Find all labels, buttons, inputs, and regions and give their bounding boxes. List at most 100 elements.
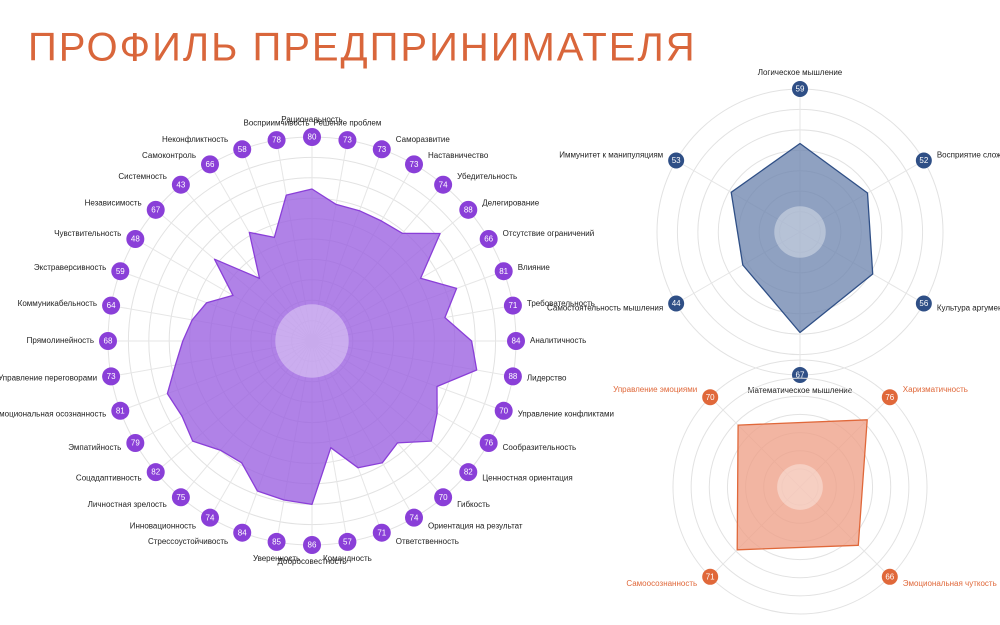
axis-label: Коммуникабельность [18,299,97,308]
value-label: 82 [464,468,473,477]
value-label: 74 [439,180,448,189]
value-badge [338,131,357,150]
axis-label: Ответственность [396,537,459,546]
axis-label: Командность [323,554,372,563]
value-badge [171,175,190,194]
value-badge [111,262,130,281]
page-title: ПРОФИЛЬ ПРЕДПРИНИМАТЕЛЯ [28,26,697,70]
value-label: 74 [206,513,215,522]
axis-label: Логическое мышление [758,68,843,77]
axis-label: Инновационность [130,521,196,530]
radar-area [730,142,874,334]
value-label: 80 [308,133,317,142]
value-label: 86 [308,541,317,550]
value-label: 88 [464,205,473,214]
value-badge [372,523,391,542]
value-badge [405,508,423,527]
value-badge [459,463,478,482]
axis-label: Сообразительность [503,443,577,452]
value-label: 68 [104,337,113,346]
axis-label: Математическое мышление [748,386,853,395]
axis-label: Делегирование [482,199,540,208]
axis-label: Самостоятельность мышления [547,304,663,313]
value-badge [201,155,219,174]
value-label: 44 [672,299,681,308]
axis-label: Наставничество [428,151,489,160]
value-badge [405,155,423,174]
axis-label: Рациональность [281,115,342,124]
axis-label: Уверенность [253,554,300,563]
value-badge [372,140,391,159]
value-label: 81 [116,406,125,415]
value-badge [146,200,165,219]
value-label: 70 [439,493,448,502]
value-label: 52 [919,156,928,165]
axis-label: Требовательность [527,299,595,308]
value-label: 73 [410,160,419,169]
value-label: 56 [919,299,928,308]
axis-label: Самоконтроль [142,151,196,160]
value-label: 66 [484,235,493,244]
value-badge [126,434,145,452]
value-badge [171,488,190,507]
radar-area [736,419,868,551]
value-badge [479,230,498,248]
value-label: 59 [116,267,125,276]
value-badge [479,434,498,452]
value-label: 78 [272,136,281,145]
value-label: 76 [484,439,493,448]
value-badge [233,140,252,159]
value-label: 71 [706,572,715,581]
axis-label: Ценностная ориентация [482,474,572,483]
value-badge [915,152,932,169]
axis-label: Стрессоустойчивость [148,537,228,546]
center-icon [275,304,349,378]
value-label: 57 [343,538,352,547]
value-label: 71 [377,528,386,537]
value-badge [102,296,121,315]
axis-label: Иммунитет к манипуляциям [559,151,663,160]
axis-label: Культура аргументации [937,304,1000,313]
value-badge [146,463,165,482]
axis-label: Прямолинейность [27,336,94,345]
value-label: 76 [885,393,894,402]
axis-label: Харизматичность [903,385,968,394]
axis-label: Восприятие сложной информации [937,151,1000,160]
center-icon [777,464,823,510]
axis-label: Решение проблем [313,118,381,127]
value-badge [881,568,898,585]
value-badge [99,332,117,350]
center-icon [774,206,826,258]
axis-label: Управление конфликтами [518,409,614,418]
axis-label: Неконфликтность [162,135,228,144]
value-badge [267,131,286,150]
value-badge [233,523,252,542]
axis-label: Управление переговорами [0,373,97,382]
value-badge [267,532,286,551]
value-label: 67 [151,205,160,214]
axis-label: Добросовестность [278,557,347,566]
value-label: 81 [499,267,508,276]
value-label: 84 [512,337,521,346]
value-label: 84 [238,528,247,537]
value-badge [494,401,513,420]
value-label: 74 [410,513,419,522]
value-label: 71 [508,301,517,310]
value-badge [503,296,522,315]
value-label: 73 [343,136,352,145]
value-label: 43 [176,180,185,189]
grid-ring [690,377,910,597]
value-badge [792,367,808,383]
axis-label: Восприимчивость [244,118,310,127]
value-label: 70 [706,393,715,402]
value-label: 85 [272,538,281,547]
axis-label: Соцадаптивность [76,474,142,483]
axis-label: Убедительность [457,172,517,181]
axis-label: Гибкость [457,500,490,509]
value-badge [792,81,808,97]
value-badge [668,295,685,312]
axis-label: Личностная зрелость [88,500,167,509]
value-badge [338,532,357,551]
axis-label: Системность [118,172,166,181]
